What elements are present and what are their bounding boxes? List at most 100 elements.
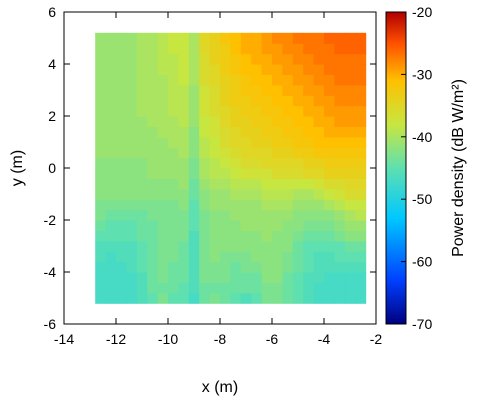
heatmap-cell [251,126,263,138]
heatmap-cell [344,116,356,127]
heatmap-cell [116,74,127,86]
heatmap-cell [178,220,190,231]
heatmap-cell [136,64,148,75]
heatmap-cell [313,74,325,86]
heatmap-cell [168,64,179,75]
heatmap-cell [168,105,179,117]
heatmap-cell [344,147,356,159]
heatmap-cell [105,95,117,107]
heatmap-cell [313,136,325,148]
heatmap-cell [272,53,283,65]
heatmap-cell [272,147,283,159]
heatmap-cell [261,74,273,86]
heatmap-cell [116,53,127,65]
heatmap-cell [105,168,117,179]
heatmap-cell [344,292,356,304]
heatmap-cell [272,95,283,107]
heatmap-cell [334,136,346,148]
heatmap-cell [199,292,211,304]
heatmap-cell [157,209,169,221]
heatmap-cell [126,199,138,211]
heatmap-cell [188,178,200,190]
heatmap-cell [116,240,127,252]
heatmap-cell [199,147,211,159]
heatmap-cell [261,168,273,179]
heatmap-cell [334,209,346,221]
heatmap-cell [178,126,190,138]
heatmap-cell [157,220,169,231]
colorbar-tick-label: -70 [412,316,432,332]
heatmap-cell [220,251,231,263]
heatmap-cell [220,116,231,127]
heatmap-cell [126,84,138,96]
heatmap-cell [230,188,242,200]
heatmap-cell [188,168,200,179]
colorbar-tick-label: -40 [412,129,432,145]
heatmap-cell [324,240,335,252]
heatmap-cell [178,199,190,211]
heatmap-cell [272,126,283,138]
heatmap-cell [95,199,107,211]
heatmap-cell [199,261,211,273]
heatmap-cell [147,157,159,169]
heatmap-cell [272,116,283,127]
heatmap-cell [209,240,221,252]
heatmap-cell [282,251,294,263]
heatmap-cell [95,251,107,263]
heatmap-cell [220,188,231,200]
heatmap-cell [168,157,179,169]
heatmap-cell [324,230,335,242]
heatmap-cell [272,136,283,148]
heatmap-cell [116,116,127,127]
heatmap-cell [240,178,252,190]
heatmap-cell [178,32,190,44]
heatmap-cell [230,64,242,75]
heatmap-cell [168,84,179,96]
heatmap-cell [230,199,242,211]
heatmap-cell [199,282,211,294]
heatmap-cell [209,126,221,138]
heatmap-cell [199,126,211,138]
heatmap-cell [199,230,211,242]
heatmap-cell [292,53,304,65]
heatmap-cell [220,282,231,294]
heatmap-cell [272,178,283,190]
heatmap-cell [199,84,211,96]
heatmap-cell [105,74,117,86]
heatmap-cell [251,240,263,252]
heatmap-cell [95,95,107,107]
heatmap-cell [251,136,263,148]
heatmap-cell [147,251,159,263]
heatmap-cell [136,199,148,211]
heatmap-cell [220,199,231,211]
heatmap-cell [116,64,127,75]
heatmap-cell [116,84,127,96]
heatmap-cell [126,74,138,86]
heatmap-cell [199,136,211,148]
colorbar [385,11,407,325]
heatmap-cell [199,53,211,65]
heatmap-cell [334,157,346,169]
heatmap-cell [147,178,159,190]
heatmap-cell [313,147,325,159]
heatmap-cell [220,209,231,221]
heatmap-cell [188,74,200,86]
heatmap-cell [116,251,127,263]
heatmap-cell [230,116,242,127]
heatmap-cell [209,84,221,96]
heatmap-cell [95,157,107,169]
heatmap-cell [230,220,242,231]
heatmap-cell [116,157,127,169]
heatmap-cell [355,74,367,86]
heatmap-cell [344,105,356,117]
heatmap-cell [209,220,221,231]
heatmap-cell [136,126,148,138]
heatmap-cell [251,53,263,65]
heatmap-cell [116,230,127,242]
heatmap-cell [147,230,159,242]
heatmap-cell [240,32,252,44]
heatmap-cell [272,272,283,283]
heatmap-cell [272,105,283,117]
heatmap-cell [334,272,346,283]
heatmap-cell [282,32,294,44]
